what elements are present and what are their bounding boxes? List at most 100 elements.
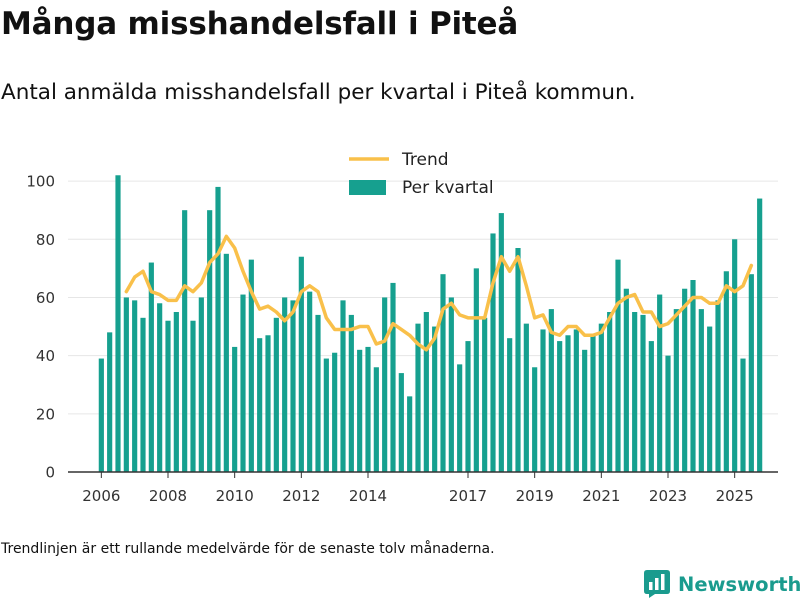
x-tick-label: 2023 [649,487,687,505]
bar[interactable] [198,297,204,472]
bar[interactable] [723,271,729,472]
bar[interactable] [740,358,746,472]
bar[interactable] [665,355,671,472]
bar[interactable] [115,175,121,472]
bar-series [98,175,763,473]
bar[interactable] [473,268,479,472]
y-tick-label: 60 [36,289,55,307]
bar[interactable] [748,274,754,472]
bar[interactable] [707,326,713,472]
bar[interactable] [440,274,446,472]
bar[interactable] [382,297,388,472]
trend-line[interactable] [124,234,754,352]
bar[interactable] [507,338,513,472]
y-tick-label: 40 [36,347,55,365]
bar[interactable] [607,312,613,472]
bar[interactable] [523,323,529,472]
bar[interactable] [565,335,571,472]
bar[interactable] [190,320,196,472]
x-tick-label: 2017 [449,487,487,505]
bar[interactable] [590,335,596,472]
x-tick-label: 2008 [149,487,187,505]
bar[interactable] [265,335,271,472]
bar[interactable] [248,259,254,472]
bar[interactable] [98,358,104,472]
bar[interactable] [132,300,138,472]
bar[interactable] [465,341,471,472]
bar[interactable] [373,367,379,472]
bar[interactable] [348,314,354,472]
bar[interactable] [332,352,338,472]
legend: Trend Per kvartal [349,150,494,198]
bar[interactable] [548,309,554,472]
bar[interactable] [673,309,679,472]
bar[interactable] [240,294,246,472]
bar[interactable] [107,332,113,472]
bar[interactable] [182,210,188,472]
bar[interactable] [532,367,538,472]
bar[interactable] [615,259,621,472]
bar[interactable] [682,288,688,472]
bar[interactable] [315,314,321,472]
bar[interactable] [232,346,238,472]
bar[interactable] [715,300,721,472]
bar[interactable] [257,338,263,472]
bar[interactable] [698,309,704,472]
bar[interactable] [457,364,463,472]
bar[interactable] [515,248,521,472]
bar[interactable] [640,314,646,472]
y-tick-label: 100 [26,173,55,191]
bar[interactable] [165,320,171,472]
bar[interactable] [423,312,429,472]
bar[interactable] [407,396,413,472]
bar[interactable] [490,233,496,472]
x-tick-label: 2021 [582,487,620,505]
bar[interactable] [298,256,304,472]
bar[interactable] [273,317,279,472]
y-tick-label: 80 [36,231,55,249]
bar[interactable] [632,312,638,472]
bar[interactable] [357,349,363,472]
bar[interactable] [123,297,129,472]
bar[interactable] [215,186,221,472]
bar[interactable] [482,317,488,472]
newsworthy-logo-icon [644,570,670,598]
bar[interactable] [582,349,588,472]
bar[interactable] [498,213,504,472]
bar[interactable] [557,341,563,472]
bar[interactable] [598,323,604,472]
bar[interactable] [657,294,663,472]
bar[interactable] [573,329,579,472]
bar[interactable] [282,297,288,472]
axes: 0 20 40 60 80 100 2006 2008 2010 2012 2014 2017 2019… [26,173,778,505]
chart-title: Många misshandelsfall i Piteå [1,6,519,42]
bar[interactable] [540,329,546,472]
bar[interactable] [648,341,654,472]
bar[interactable] [307,291,313,472]
brand[interactable]: Newsworthy [644,568,800,600]
bar[interactable] [365,346,371,472]
bar[interactable] [448,297,454,472]
trend-series [124,234,754,352]
bar[interactable] [290,300,296,472]
bar[interactable] [148,262,154,472]
bar[interactable] [340,300,346,472]
x-tick-label: 2019 [516,487,554,505]
legend-trend-label: Trend [401,150,449,170]
bar[interactable] [157,303,163,472]
bar[interactable] [398,373,404,472]
bar[interactable] [415,323,421,472]
bar[interactable] [207,210,213,472]
bar[interactable] [390,282,396,472]
bar[interactable] [140,317,146,472]
bar[interactable] [732,239,738,472]
chart-area: 0 20 40 60 80 100 2006 2008 2010 2012 2014 2017 2019… [26,150,778,505]
bar[interactable] [223,253,229,472]
bar[interactable] [690,280,696,472]
bar[interactable] [432,326,438,472]
bar[interactable] [323,358,329,472]
bar[interactable] [757,198,763,473]
bar[interactable] [173,312,179,472]
bar[interactable] [623,288,629,472]
legend-bar-label: Per kvartal [402,178,494,198]
